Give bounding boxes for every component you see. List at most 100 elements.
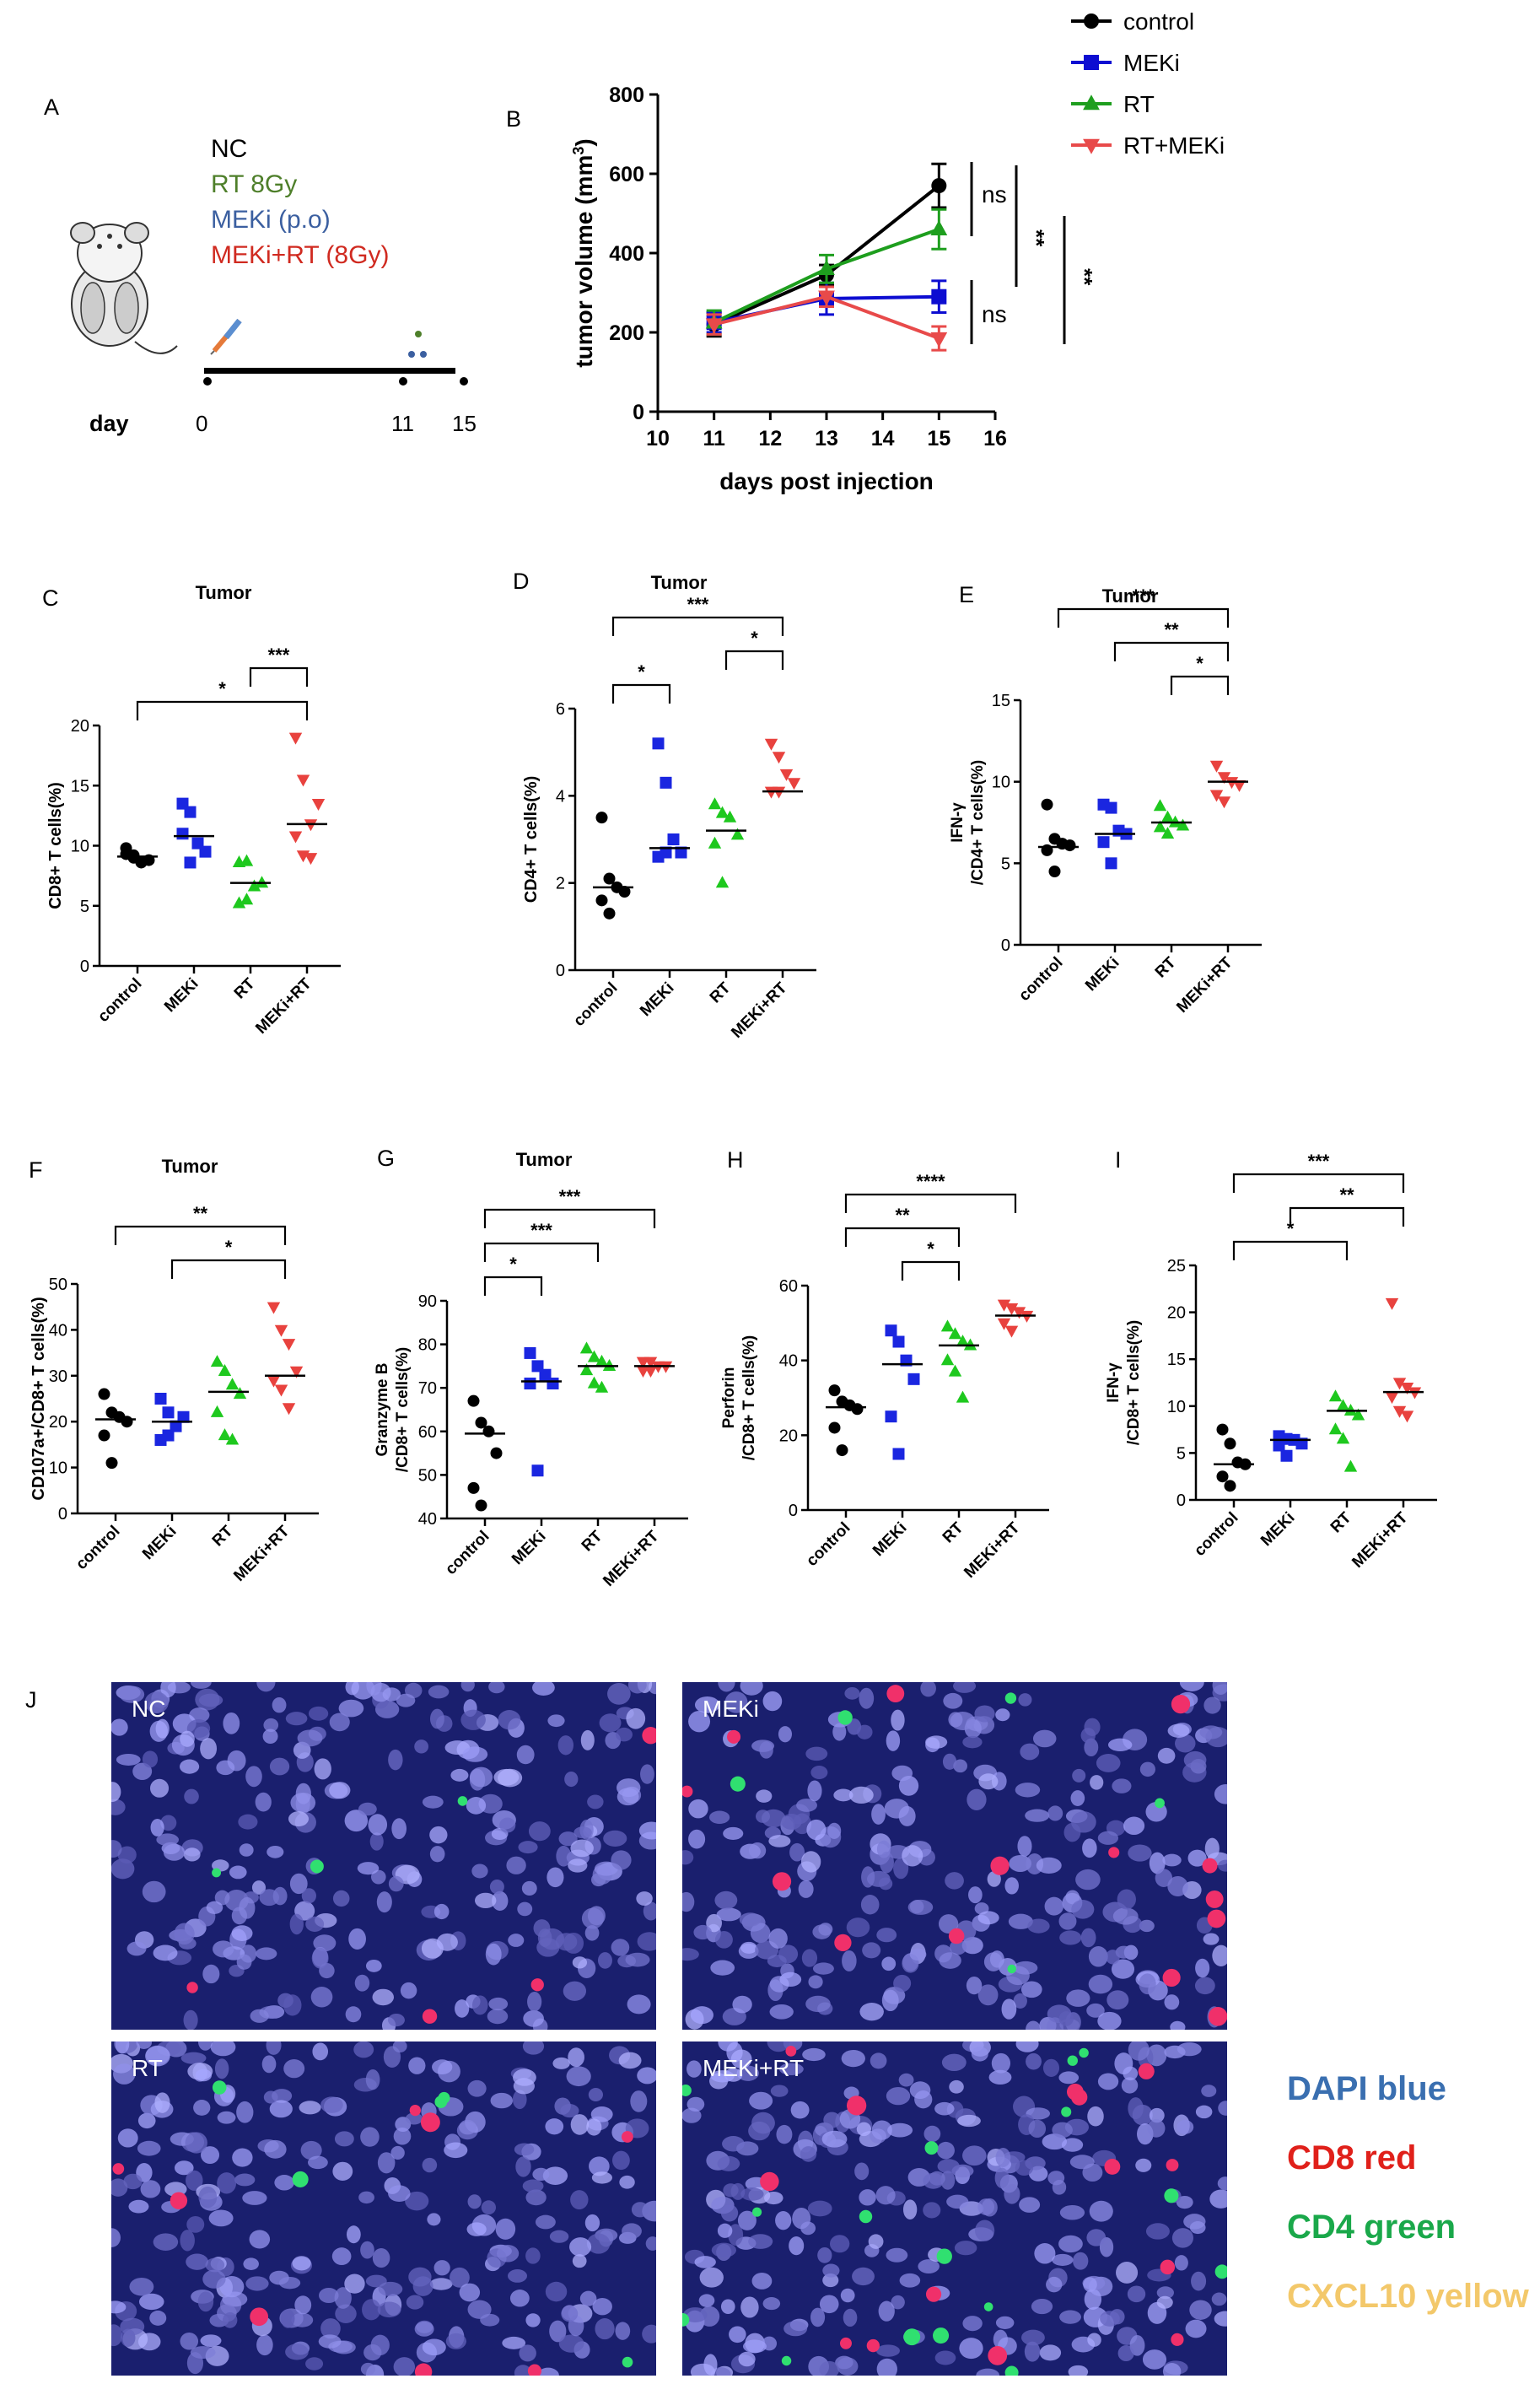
nucleus [586, 2118, 602, 2136]
mouse-schematic-icon [70, 222, 178, 354]
nucleus [156, 1833, 179, 1847]
panel-title: Tumor [651, 572, 708, 593]
cd8-cell [642, 1727, 656, 1745]
nucleus [1086, 2003, 1105, 2018]
cd8-cell [772, 1872, 792, 1891]
nucleus [153, 2233, 179, 2251]
y-tick-label: 50 [418, 1466, 437, 1485]
data-point [267, 1375, 281, 1388]
nucleus [405, 2191, 429, 2211]
legend-label-3: RT+MEKi [1123, 132, 1225, 159]
nucleus [769, 2004, 794, 2020]
nucleus [821, 2130, 848, 2148]
nucleus [466, 2222, 487, 2236]
nucleus [245, 2276, 269, 2291]
panel-title: Tumor [1102, 585, 1159, 607]
nucleus [748, 2121, 771, 2141]
nucleus [682, 1891, 695, 1912]
nucleus [716, 1907, 741, 1922]
nucleus [314, 1758, 331, 1780]
nucleus [280, 2309, 295, 2328]
sig-bracket [901, 1260, 961, 1281]
nucleus [560, 2103, 579, 2118]
nucleus [360, 2362, 375, 2376]
nucleus [190, 1682, 212, 1689]
nucleus [768, 1928, 788, 1949]
nucleus [861, 1866, 875, 1888]
nucleus [966, 1977, 983, 1995]
data-point [105, 1457, 118, 1470]
nucleus [1052, 2253, 1074, 2266]
y-tick-label: 15 [992, 692, 1010, 710]
nucleus [573, 1826, 592, 1839]
nucleus [549, 2320, 567, 2343]
data-point [948, 1364, 962, 1377]
nucleus [959, 2338, 983, 2360]
data-point [907, 1373, 920, 1385]
nucleus [450, 2267, 470, 2288]
nucleus [622, 2223, 642, 2239]
nucleus [902, 2199, 918, 2220]
granzyme-scatter-chart: G Tumor 40 50 60 70 80 90 Granzyme B/CD8+ T cell… [374, 1146, 688, 1590]
nucleus [206, 1901, 223, 1914]
nucleus [1170, 2020, 1186, 2030]
data-point [595, 894, 608, 907]
nucleus [1059, 2310, 1081, 2324]
nucleus [547, 1867, 564, 1888]
sig-label: * [927, 1238, 934, 1259]
nucleus [840, 2288, 855, 2303]
nucleus [899, 2273, 921, 2288]
nucleus [1177, 2119, 1194, 2134]
nucleus [310, 1987, 333, 2008]
cd4-cell [1007, 1964, 1016, 1974]
nucleus [1082, 2163, 1103, 2182]
y-tick-label: 200 [609, 321, 644, 345]
nucleus [1013, 1993, 1027, 2009]
nucleus [292, 2256, 311, 2271]
nucleus [859, 2003, 884, 2021]
nucleus [145, 2046, 170, 2067]
nucleus [588, 2088, 603, 2102]
data-point [828, 1384, 841, 1397]
nucleus [946, 2194, 969, 2209]
nucleus [563, 1981, 587, 2001]
nucleus [564, 1771, 579, 1788]
x-tick-label: control [94, 975, 145, 1026]
data-point [1160, 810, 1175, 823]
data-point [176, 828, 189, 840]
cd4-cell [924, 2141, 939, 2155]
nucleus [640, 1764, 654, 1784]
nucleus [1147, 2119, 1166, 2138]
data-point [1004, 1325, 1019, 1338]
panel-letter-b: B [506, 106, 521, 132]
cd4-cell [682, 2085, 692, 2096]
nucleus [283, 2059, 305, 2079]
nucleus [521, 1880, 537, 1896]
nucleus [232, 2148, 253, 2167]
if-image-nc: NC [111, 1682, 656, 2030]
nucleus [429, 1846, 445, 1863]
nucleus [1059, 2205, 1085, 2220]
cd8-cell [250, 2307, 269, 2327]
nucleus [891, 2295, 905, 2310]
nucleus [142, 1880, 166, 1903]
cd8-cell [1202, 1858, 1218, 1874]
nucleus [819, 2360, 840, 2376]
nucleus [615, 1727, 633, 1742]
nucleus [595, 2317, 615, 2340]
y-tick-label: 0 [80, 957, 89, 976]
y-tick-label: 60 [418, 1423, 437, 1442]
nucleus [214, 2058, 229, 2079]
nucleus [1100, 2311, 1120, 2327]
nucleus [1071, 1899, 1095, 1919]
nucleus [186, 2170, 203, 2191]
cd8-cell [1166, 2159, 1179, 2171]
nucleus [682, 2107, 702, 2123]
nucleus [1157, 1747, 1176, 1764]
nucleus [688, 1829, 706, 1849]
nucleus [128, 2199, 149, 2214]
nucleus [699, 2267, 724, 2288]
nucleus [406, 2295, 424, 2310]
nucleus [1066, 1989, 1090, 2007]
nucleus [943, 1692, 963, 1709]
